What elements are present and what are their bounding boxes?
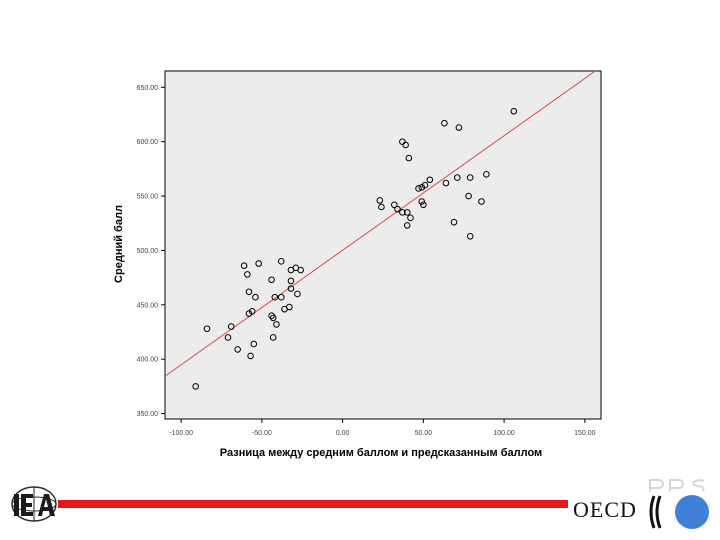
data-point (407, 214, 414, 222)
x-tick-label: 0.00 (336, 430, 350, 437)
x-tick-label: 150.00 (574, 430, 596, 437)
y-tick-label: 350.00 (137, 411, 159, 418)
x-tick-label: -100.00 (169, 430, 193, 437)
data-point (247, 352, 254, 360)
data-point (483, 171, 490, 178)
data-point (442, 179, 450, 187)
data-point (466, 174, 474, 181)
data-point (287, 277, 295, 285)
fit-line (165, 71, 597, 377)
data-point (376, 197, 384, 204)
data-point (224, 334, 232, 341)
x-axis: -100.00 -50.00 0.00 50.00 100.00 150.00 (169, 419, 596, 437)
plot-area (164, 70, 602, 420)
data-point (421, 181, 429, 189)
data-point (426, 176, 434, 184)
y-axis: 350.00 400.00 450.00 500.00 550.00 600.00 650.… (137, 85, 165, 418)
data-point (268, 276, 275, 284)
data-point (394, 205, 401, 213)
pisa-logo-icon (649, 479, 705, 492)
data-point (297, 266, 304, 274)
data-point (466, 233, 474, 240)
x-axis-label: Разница между средним баллом и предсказа… (220, 447, 542, 459)
data-point (192, 383, 199, 390)
data-point (234, 346, 241, 353)
data-point (418, 198, 426, 205)
data-point (391, 201, 398, 209)
oecd-globe-icon (649, 495, 709, 529)
data-point (478, 198, 485, 205)
data-point (465, 192, 472, 200)
fit-line-layer (165, 71, 597, 377)
data-point (399, 209, 406, 216)
iea-logo-icon (11, 486, 57, 522)
data-point (453, 174, 461, 181)
data-point (271, 293, 279, 301)
data-point (378, 203, 385, 211)
data-point (294, 290, 301, 298)
points-layer (192, 107, 518, 390)
data-point (244, 271, 251, 278)
data-point (269, 314, 277, 322)
data-point (403, 222, 411, 229)
data-point (415, 185, 422, 192)
x-tick-label: 50.00 (415, 430, 433, 437)
y-tick-label: 550.00 (137, 194, 159, 201)
data-point (269, 334, 277, 341)
data-point (286, 303, 293, 311)
data-point (277, 293, 285, 301)
data-point (273, 321, 280, 328)
x-tick-label: -50.00 (252, 430, 272, 437)
data-point (287, 285, 295, 292)
data-point (510, 107, 518, 115)
oecd-logo-text: OECD (573, 497, 637, 522)
data-point (252, 293, 259, 301)
red-footer-bar (58, 500, 568, 508)
data-point (248, 308, 256, 315)
data-point (227, 323, 235, 330)
data-point (250, 340, 258, 348)
y-tick-label: 450.00 (137, 302, 159, 309)
y-tick-label: 500.00 (137, 248, 159, 255)
y-tick-label: 400.00 (137, 357, 159, 364)
data-point (245, 288, 253, 296)
data-point (420, 201, 427, 209)
data-point (255, 260, 262, 267)
data-point (277, 258, 285, 265)
data-point (240, 262, 248, 269)
y-tick-label: 600.00 (137, 139, 159, 146)
data-point (450, 218, 458, 226)
data-point (403, 209, 411, 216)
x-tick-label: 100.00 (493, 430, 515, 437)
data-point (203, 325, 211, 333)
data-point (441, 119, 448, 127)
data-point (405, 154, 413, 162)
data-point (402, 141, 409, 149)
y-tick-label: 650.00 (137, 85, 159, 92)
y-axis-label: Средний балл (113, 205, 125, 283)
data-point (455, 124, 463, 131)
